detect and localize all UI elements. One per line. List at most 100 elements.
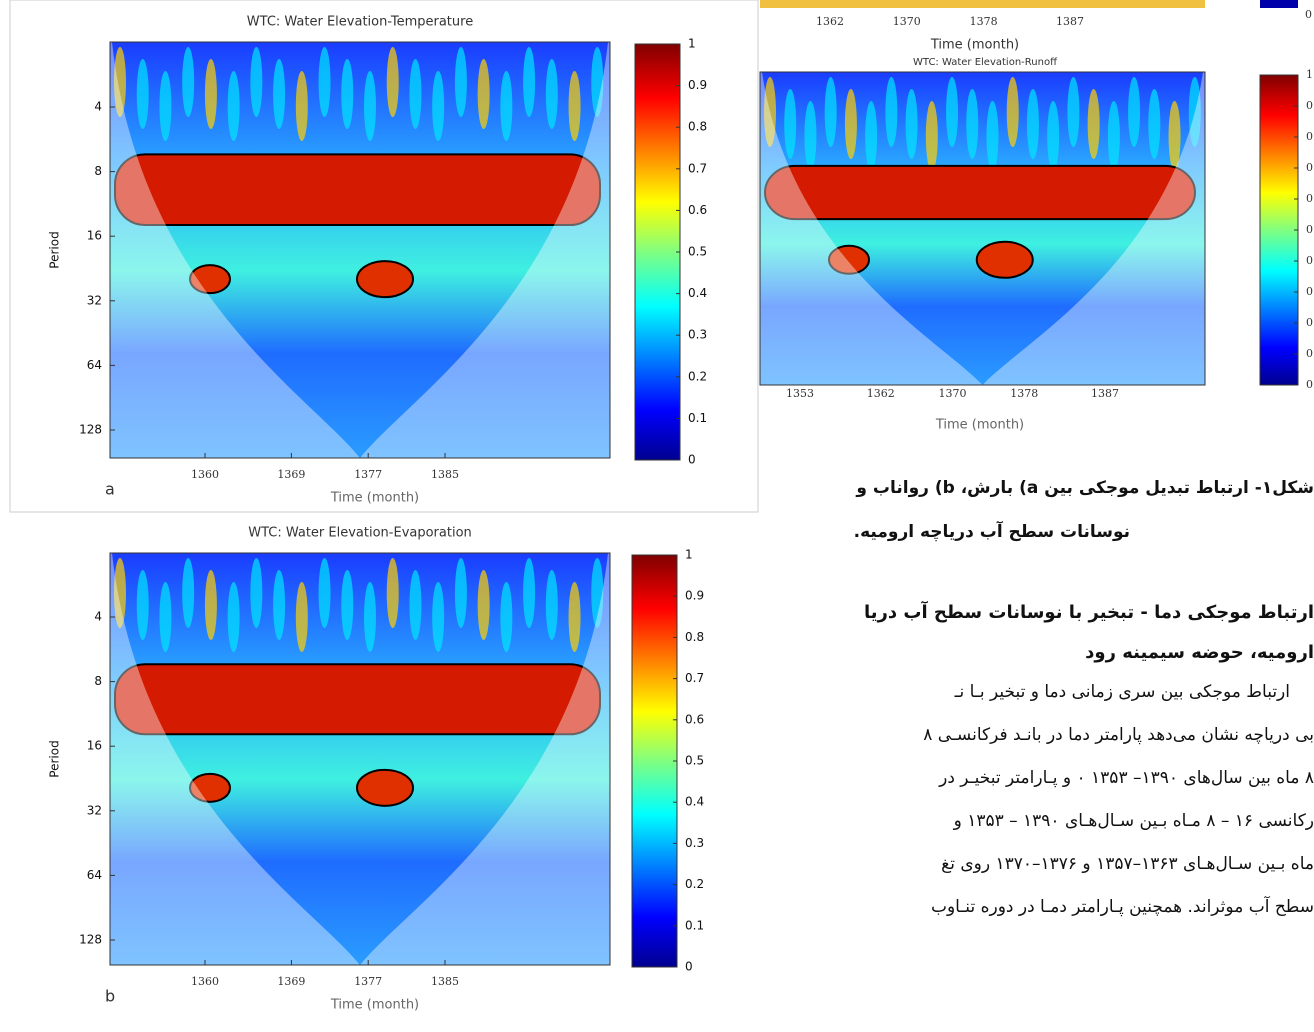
blob [987,101,999,171]
blob [865,101,877,171]
heatmap [760,72,1205,385]
blob [364,71,376,141]
blob [1108,101,1120,171]
section-heading: ارتباط موجکی دما - تبخیر با نوسانات سطح … [864,600,1314,623]
x-axis-label: Time (month) [330,491,419,506]
page: WTC: Water Elevation-Temperature 4 8 16 32 64… [0,0,1314,1032]
y-tick-label: 8 [94,164,102,178]
body-line: ارتباط موجکی بین سری زمانی دما و تبخیر ب… [954,682,1290,702]
colorbar [635,44,680,460]
figure-title: WTC: Water Elevation-Temperature [247,15,473,30]
blob [205,59,217,129]
panel-label: a [105,480,115,499]
figure-title: WTC: Water Elevation-Evaporation [248,526,472,541]
coherent-band [765,166,1195,219]
y-tick-label: 32 [87,803,102,817]
body-line: سطح آب موثراند. همچنین پـارامتر دمـا در … [931,895,1314,917]
blob [478,59,490,129]
blob [273,59,285,129]
colorbar [632,555,677,967]
blob [885,77,897,147]
blob [364,582,376,652]
colorbar-tick-label: 1 [685,548,693,562]
colorbar [1260,75,1298,385]
body-line: ۸ ماه بین سال‌های ۱۳۹۰– ۱۳۵۳ ۰ و پـارامت… [938,768,1314,788]
x-tick-label: 1360 [191,975,219,988]
colorbar-tick-label: 0.1 [1306,347,1314,360]
blob [546,570,558,640]
colorbar-tick-label: 0.5 [685,754,704,768]
colorbar-tick-label: 0.1 [685,918,704,932]
blob [409,570,421,640]
y-tick-label: 128 [79,423,102,437]
blob [500,582,512,652]
blob [546,59,558,129]
x-tick-label: 1377 [354,975,382,988]
blob [1148,89,1160,159]
figure-title: WTC: Water Elevation-Runoff [913,57,1058,68]
blob [825,77,837,147]
blob [341,570,353,640]
blob [319,47,331,117]
colorbar-tick-label: 0 [1306,378,1313,391]
colorbar-tick-label: 0.9 [685,589,704,603]
colorbar-tick-label: 1 [1306,68,1313,81]
x-tick-label: 1377 [354,468,382,481]
blob [804,101,816,171]
colorbar-tick-label: 0.4 [1306,254,1314,267]
colorbar-tick-label: 0 [1305,8,1312,21]
blob [500,71,512,141]
coherent-band [115,664,600,734]
blob [387,47,399,117]
y-tick-label: 16 [87,229,102,243]
colorbar [1260,0,1298,8]
y-tick-label: 32 [87,293,102,307]
blob [906,89,918,159]
heatmap [110,553,610,965]
blob [432,582,444,652]
blob [137,59,149,129]
blob [455,47,467,117]
body-line: بی دریاچه نشان می‌دهد پارامتر دما در بان… [923,725,1314,745]
x-tick-label: 1362 [816,15,844,28]
blob [569,71,581,141]
blob [137,570,149,640]
x-tick-label: 1370 [938,387,966,400]
y-tick-label: 4 [94,100,102,114]
colorbar-tick-label: 0.9 [1306,99,1314,112]
blob [1047,101,1059,171]
x-axis-label: Time (month) [930,38,1019,53]
blob [926,101,938,171]
x-tick-label: 1370 [893,15,921,28]
blob [966,89,978,159]
heatmap-strip [760,0,1205,8]
blob [159,71,171,141]
blob [1088,89,1100,159]
blob [946,77,958,147]
body-line: ماه بـین سـال‌هـای ۱۳۶۳–۱۳۵۷ و ۱۳۷۶–۱۳۷۰… [941,854,1314,874]
y-tick-label: 8 [94,674,102,688]
blob [1007,77,1019,147]
colorbar-tick-label: 0 [688,453,696,467]
colorbar-tick-label: 0.2 [1306,316,1314,329]
x-tick-label: 1369 [277,975,305,988]
blob [250,47,262,117]
x-tick-label: 1387 [1091,387,1119,400]
colorbar-tick-label: 0.4 [688,286,707,300]
colorbar-tick-label: 0.5 [1306,223,1314,236]
y-tick-label: 4 [94,610,102,624]
x-tick-label: 1378 [970,15,998,28]
coherent-spot [977,242,1033,278]
colorbar-tick-label: 0.8 [685,630,704,644]
colorbar-tick-label: 0.3 [685,836,704,850]
blob [341,59,353,129]
x-tick-label: 1353 [786,387,814,400]
heatmap [110,42,610,458]
colorbar-tick-label: 0.6 [1306,192,1314,205]
caption-line: شکل۱- ارتباط تبدیل موجکی بین a) بارش، b)… [855,478,1314,498]
heatmap-layer [110,42,610,458]
colorbar-tick-label: 0.2 [688,369,707,383]
blob [432,71,444,141]
y-tick-label: 64 [87,868,102,882]
colorbar-tick-label: 0.1 [688,411,707,425]
